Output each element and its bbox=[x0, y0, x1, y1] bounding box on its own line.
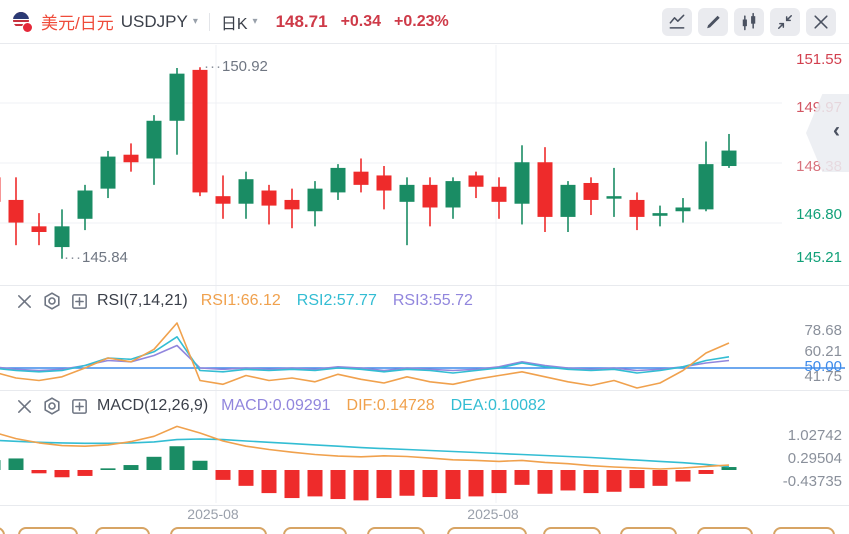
macd-axis-label: -0.43735 bbox=[782, 473, 842, 490]
macd-axis-label: 1.02742 bbox=[787, 427, 842, 444]
macd-title: MACD(12,26,9) bbox=[97, 397, 209, 414]
collapse-arrows-icon bbox=[778, 14, 792, 29]
quick-action-button[interactable] bbox=[620, 527, 677, 534]
quick-action-button[interactable] bbox=[95, 527, 150, 534]
macd-close-button[interactable] bbox=[15, 397, 34, 416]
pane-divider bbox=[0, 285, 849, 286]
high-annotation: ···150.92 bbox=[204, 58, 268, 75]
dotted-leader: ··· bbox=[64, 249, 82, 266]
chart-header: 美元/日元 USDJPY ▾ 日K ▾ 148.71 +0.34 +0.23% bbox=[0, 0, 849, 44]
pane-divider bbox=[0, 390, 849, 391]
close-icon bbox=[18, 294, 31, 308]
settings-hexagon-icon bbox=[44, 292, 60, 310]
pair-code[interactable]: USDJPY bbox=[120, 11, 188, 31]
quick-action-button[interactable] bbox=[367, 527, 425, 534]
dotted-leader: ··· bbox=[204, 58, 222, 75]
pair-dropdown-caret-icon[interactable]: ▾ bbox=[192, 16, 198, 27]
header-divider bbox=[208, 12, 210, 31]
price-change-percent: +0.23% bbox=[394, 12, 449, 30]
quick-action-button[interactable] bbox=[18, 527, 78, 534]
rsi-expand-button[interactable] bbox=[70, 292, 89, 311]
rsi-pane-header: RSI(7,14,21) RSI1:66.12 RSI2:57.77 RSI3:… bbox=[15, 289, 489, 313]
pair-name-cn: 美元/日元 bbox=[41, 14, 114, 33]
draw-button[interactable] bbox=[698, 7, 728, 36]
close-button[interactable] bbox=[806, 7, 836, 36]
price-axis-label: 145.21 bbox=[796, 249, 842, 266]
pencil-icon bbox=[707, 15, 720, 28]
macd-expand-button[interactable] bbox=[70, 397, 89, 416]
rsi-axis-label: 41.75 bbox=[804, 368, 842, 385]
macd-axis-label: 0.29504 bbox=[787, 450, 842, 467]
add-square-icon bbox=[72, 293, 87, 309]
quick-action-button[interactable] bbox=[543, 527, 601, 534]
quick-action-button[interactable] bbox=[170, 527, 267, 534]
collapse-button[interactable] bbox=[770, 7, 800, 36]
macd-value: MACD:0.09291 bbox=[221, 397, 331, 414]
rsi2-value: RSI2:57.77 bbox=[296, 292, 377, 309]
line-chart-icon bbox=[669, 14, 685, 29]
rsi1-value: RSI1:66.12 bbox=[200, 292, 281, 309]
macd-settings-button[interactable] bbox=[42, 396, 62, 416]
period-selector[interactable]: 日K bbox=[220, 15, 248, 33]
pane-divider bbox=[0, 505, 849, 506]
rsi-close-button[interactable] bbox=[15, 292, 34, 311]
quick-action-button[interactable] bbox=[773, 527, 835, 534]
close-icon bbox=[814, 14, 828, 29]
chevron-left-icon: ‹ bbox=[833, 119, 840, 142]
indicator-button[interactable] bbox=[662, 7, 692, 36]
date-axis-label: 2025-08 bbox=[187, 506, 239, 522]
chart-type-button[interactable] bbox=[734, 7, 764, 36]
dea-value: DEA:0.10082 bbox=[450, 397, 546, 414]
quick-action-button[interactable] bbox=[283, 527, 347, 534]
add-square-icon bbox=[72, 398, 87, 414]
date-axis-label: 2025-08 bbox=[467, 506, 519, 522]
price-axis-label: 146.80 bbox=[796, 206, 842, 223]
rsi-axis-label: 78.68 bbox=[804, 322, 842, 339]
period-dropdown-caret-icon[interactable]: ▾ bbox=[252, 16, 258, 27]
rsi3-value: RSI3:55.72 bbox=[392, 292, 473, 309]
usdjpy-flag-icon bbox=[13, 12, 33, 33]
settings-hexagon-icon bbox=[44, 397, 60, 415]
candlestick-icon bbox=[742, 12, 756, 30]
price-axis-label: 151.55 bbox=[796, 51, 842, 68]
rsi-axis-label: 50.00 bbox=[804, 358, 842, 375]
rsi-settings-button[interactable] bbox=[42, 291, 62, 311]
rsi-axis-label: 60.21 bbox=[804, 343, 842, 360]
chart-toolbar bbox=[662, 7, 836, 36]
last-price: 148.71 bbox=[275, 11, 328, 31]
quick-action-button[interactable] bbox=[697, 527, 753, 534]
rsi-title: RSI(7,14,21) bbox=[97, 292, 188, 309]
price-change: +0.34 bbox=[340, 12, 382, 30]
macd-pane-header: MACD(12,26,9) MACD:0.09291 DIF:0.14728 D… bbox=[15, 394, 562, 418]
close-icon bbox=[18, 399, 31, 413]
quick-action-button[interactable] bbox=[447, 527, 527, 534]
dif-value: DIF:0.14728 bbox=[346, 397, 435, 414]
low-annotation: ···145.84 bbox=[64, 249, 128, 266]
